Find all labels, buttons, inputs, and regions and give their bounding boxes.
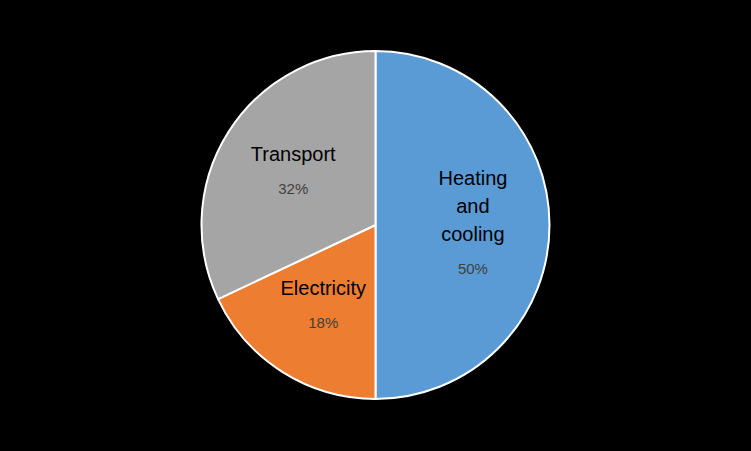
pie-slice <box>376 51 550 399</box>
pie-slice <box>201 51 375 299</box>
labels: Heatingandcooling 50% Electricity 18% Transp… <box>251 143 508 331</box>
category-label: Electricity <box>280 278 366 300</box>
category-label: Transport <box>251 143 336 165</box>
chart: Heatingandcooling 50% Electricity 18% Transp… <box>0 0 751 451</box>
value-label: 32% <box>278 180 308 197</box>
value-label: 18% <box>308 314 338 331</box>
slices <box>201 51 549 399</box>
background <box>0 0 751 451</box>
category-label: Heatingandcooling <box>438 167 507 245</box>
value-label: 50% <box>458 260 488 277</box>
